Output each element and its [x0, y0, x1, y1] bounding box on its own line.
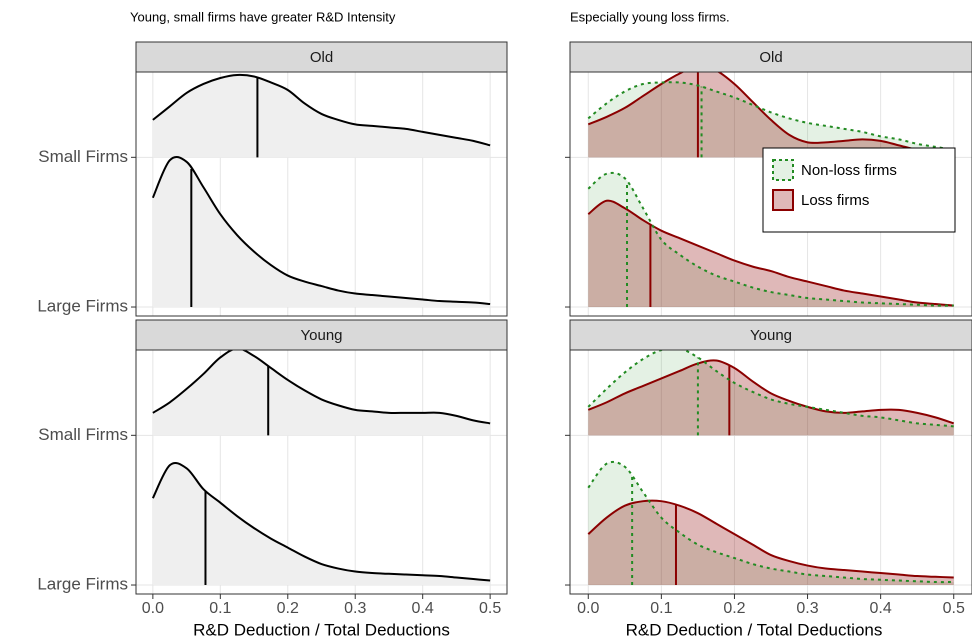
- density-line: [587, 359, 955, 425]
- density-area: [588, 461, 954, 586]
- y-tick-label: Large Firms: [37, 575, 128, 594]
- panel-title: Especially young loss firms.: [570, 9, 730, 24]
- facet-plot: [151, 350, 491, 586]
- facet-strip: [135, 319, 508, 351]
- x-axis-title: R&D Deduction / Total Deductions: [626, 620, 883, 639]
- panel-title: Young, small firms have greater R&D Inte…: [130, 9, 396, 24]
- x-tick-label: 0.0: [577, 600, 599, 617]
- facet-plot: [151, 73, 491, 308]
- x-tick-label: 0.1: [209, 600, 231, 617]
- x-tick-label: 0.5: [479, 600, 501, 617]
- legend-box: [762, 147, 956, 233]
- density-line: [587, 460, 954, 584]
- density-line: [152, 350, 491, 425]
- density-line: [587, 350, 954, 428]
- density-line: [587, 72, 954, 156]
- x-tick-label: 0.0: [142, 600, 164, 617]
- facet-plot: [587, 350, 955, 586]
- x-tick-label: 0.2: [723, 600, 745, 617]
- x-tick-label: 0.4: [870, 600, 892, 617]
- y-tick-label: Small Firms: [38, 147, 128, 166]
- density-area: [152, 350, 491, 436]
- x-tick-label: 0.3: [796, 600, 818, 617]
- density-line: [151, 155, 491, 306]
- density-area: [588, 200, 954, 308]
- legend-key: [772, 189, 794, 211]
- facet-strip: [135, 41, 508, 73]
- legend-key: [772, 159, 794, 181]
- density-area: [152, 462, 491, 586]
- facet-label: Young: [301, 327, 343, 344]
- x-tick-label: 0.3: [344, 600, 366, 617]
- x-tick-label: 0.5: [943, 600, 965, 617]
- facet-strip: [569, 41, 972, 73]
- x-tick-label: 0.1: [650, 600, 672, 617]
- density-line: [587, 81, 954, 151]
- density-area: [588, 500, 954, 586]
- x-tick-label: 0.2: [277, 600, 299, 617]
- x-tick-label: 0.4: [412, 600, 434, 617]
- y-tick-label: Large Firms: [37, 297, 128, 316]
- facet-label: Old: [310, 49, 333, 66]
- density-area: [152, 74, 491, 158]
- density-line: [587, 199, 954, 307]
- y-tick-label: Small Firms: [38, 425, 128, 444]
- density-area: [588, 72, 954, 158]
- density-line: [587, 171, 954, 307]
- density-line: [152, 73, 491, 147]
- density-line: [151, 461, 491, 582]
- legend-label: Loss firms: [801, 192, 869, 209]
- facet-strip: [569, 319, 972, 351]
- density-area: [152, 156, 491, 308]
- facet-plot: [587, 72, 954, 308]
- legend-label: Non-loss firms: [801, 162, 897, 179]
- density-area: [588, 172, 954, 308]
- x-axis-title: R&D Deduction / Total Deductions: [193, 620, 450, 639]
- facet-label: Old: [759, 49, 782, 66]
- facet-label: Young: [750, 327, 792, 344]
- panel-background: [570, 350, 972, 594]
